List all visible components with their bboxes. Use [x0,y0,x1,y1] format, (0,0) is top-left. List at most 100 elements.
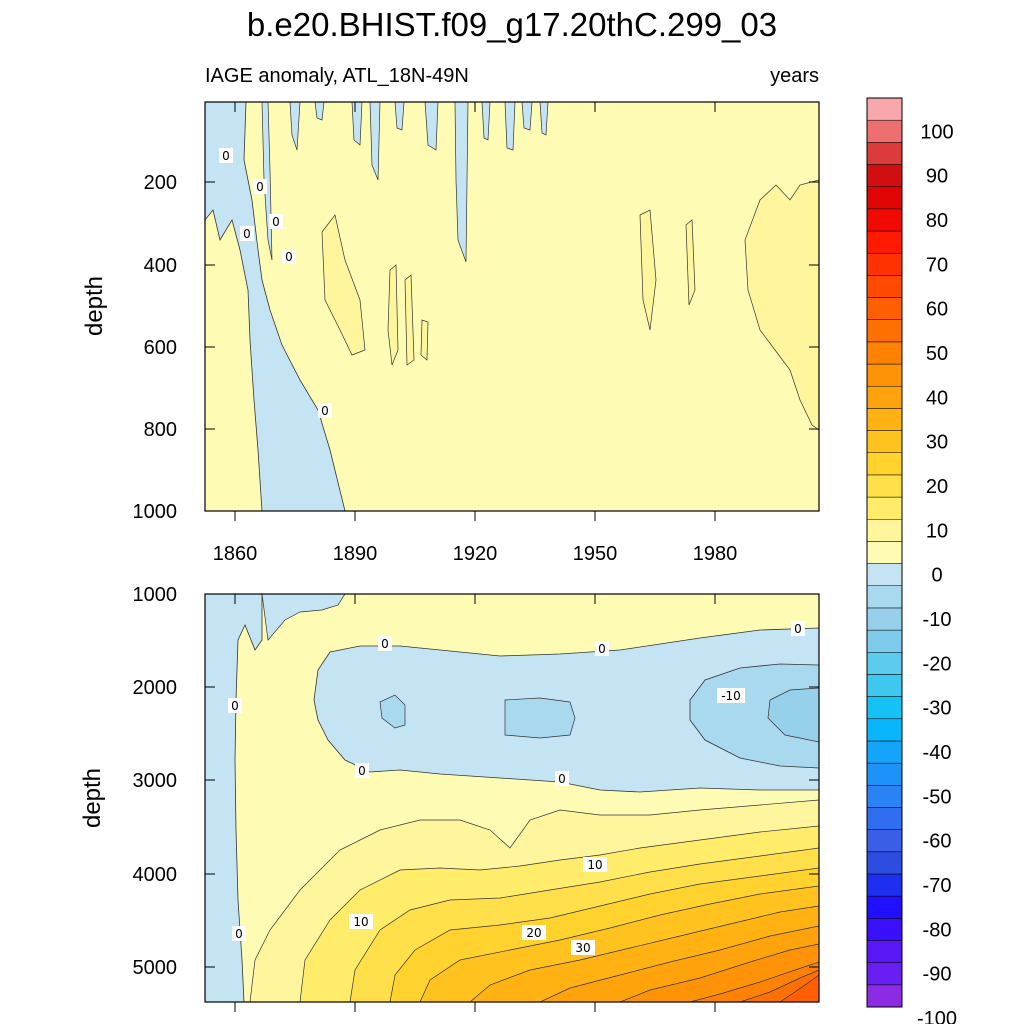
colorbar-label: 50 [926,343,948,365]
colorbar-swatch [866,385,903,409]
colorbar-label: -60 [923,831,952,853]
top-contour-field [205,102,819,511]
colorbar-label: 100 [920,121,953,143]
contour-label: 0 [285,250,293,264]
top-x-axis: 1860 1890 1920 1950 1980 [213,102,738,565]
colorbar-label: 80 [926,210,948,232]
colorbar-swatch [866,629,903,653]
top-y-axis: 200 400 600 800 1000 [133,172,819,523]
colorbar-swatch [866,918,903,941]
top-positive-patch [744,179,819,431]
colorbar-label: -30 [923,698,952,720]
x-tick-label: 1890 [333,543,378,565]
colorbar-label: 70 [926,254,948,276]
bottom-positive-band [779,974,819,1002]
top-y-axis-label: depth [81,276,108,336]
bottom-negative-core [504,697,576,739]
contour-label: 0 [321,404,329,418]
colorbar-swatch [866,585,903,609]
contour-label: 10 [587,858,602,872]
colorbar-swatch [866,430,903,453]
top-negative-streak [314,102,325,121]
contour-label: -10 [721,689,741,703]
y-tick-label: 400 [144,255,177,277]
colorbar-frame [866,97,903,1008]
colorbar-swatch [866,186,903,210]
top-negative-streak [351,102,363,146]
colorbar-swatch [866,563,903,587]
contour-label: 0 [222,149,230,163]
colorbar-swatch [866,962,903,986]
colorbar-swatch [866,984,903,1008]
colorbar-swatch [866,208,903,232]
figure-title: b.e20.BHIST.f09_g17.20thC.299_03 [247,6,777,43]
bottom-negative-strip [205,594,263,1002]
colorbar-swatch [866,341,903,365]
top-negative-streak [539,102,549,136]
colorbar-swatch [866,164,903,187]
colorbar-swatch [866,297,903,320]
colorbar-swatch [866,652,903,675]
contour-label: 0 [272,215,280,229]
colorbar-swatch [866,785,903,808]
colorbar-label: 30 [926,432,948,454]
y-tick-label: 5000 [133,957,178,979]
colorbar-swatch [866,541,903,564]
y-tick-label: 600 [144,337,177,359]
bottom-negative-inner [767,687,819,743]
top-subtitle-left: IAGE anomaly, ATL_18N-49N [205,65,469,87]
colorbar-swatch [866,895,903,919]
colorbar-label: 10 [926,520,948,542]
top-subtitle-right: years [770,65,819,87]
contour-label: 30 [575,941,590,955]
bottom-y-axis-label: depth [79,768,106,828]
top-panel: IAGE anomaly, ATL_18N-49N years depth [81,65,820,565]
colorbar-swatch [866,142,903,165]
contour-label: 0 [558,772,566,786]
y-tick-label: 3000 [133,770,178,792]
x-tick-label: 1980 [693,543,738,565]
contour-label: 0 [381,637,389,651]
contour-label: 0 [243,227,251,241]
top-negative-streak [454,102,469,263]
contour-label: 0 [231,699,239,713]
bottom-x-axis [234,594,716,1012]
top-positive-patch [639,209,657,331]
top-negative-streak [521,102,533,131]
colorbar-label: 0 [931,565,942,587]
top-positive-patch [404,274,415,366]
colorbar-swatch [866,807,903,830]
colorbar-label: -50 [923,786,952,808]
colorbar-swatch [866,319,903,343]
bottom-negative-strip [261,594,346,641]
bottom-contour-field [205,594,819,1002]
colorbar-label: -90 [923,964,952,986]
bottom-plot-frame [204,593,820,1003]
x-tick-label: 1860 [213,543,258,565]
y-tick-label: 2000 [133,677,178,699]
top-positive-patch [685,219,696,306]
colorbar-label: -100 [917,1008,957,1024]
colorbar-swatch [866,873,903,897]
bottom-panel: depth [79,584,820,1012]
top-negative-streak [289,102,301,151]
top-positive-patch [387,264,399,366]
colorbar-swatch [866,718,903,742]
contour-label: 0 [598,642,606,656]
colorbar-label: -20 [923,653,952,675]
colorbar-swatch [866,740,903,764]
top-negative-streak [504,102,516,151]
contour-label: 0 [256,180,264,194]
top-negative-streak [394,102,405,131]
colorbar-label: 20 [926,476,948,498]
colorbar-swatch [866,607,903,631]
top-contour-labels: 0 0 0 0 0 0 [219,148,332,418]
colorbar-label: 60 [926,299,948,321]
colorbar-label: 90 [926,166,948,188]
y-tick-label: 4000 [133,864,178,886]
colorbar-swatch [866,408,903,431]
colorbar-swatch [866,452,903,476]
top-negative-streak [481,102,491,141]
x-tick-label: 1920 [453,543,498,565]
